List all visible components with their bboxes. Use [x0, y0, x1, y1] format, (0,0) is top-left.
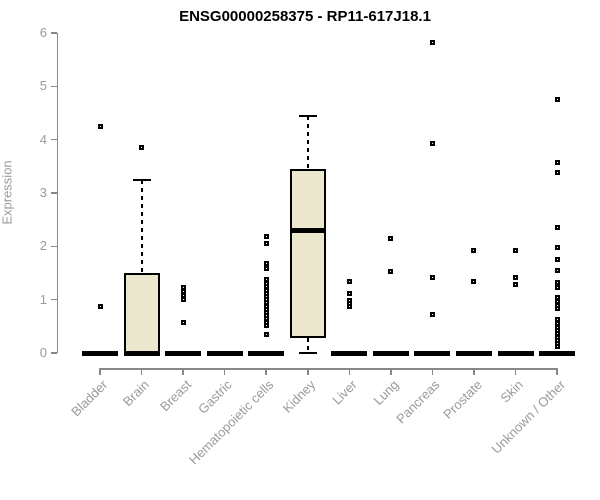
y-tick: [50, 85, 57, 88]
outlier-point: [471, 247, 477, 253]
outlier-point: [554, 285, 560, 291]
outlier-point: [554, 170, 560, 176]
x-tick: [140, 368, 143, 375]
boxplot-median: [289, 227, 326, 233]
outlier-point: [180, 289, 186, 295]
outlier-point: [180, 319, 186, 325]
zero-median-bar: [206, 350, 243, 356]
x-tick: [307, 368, 309, 375]
outlier-point: [346, 304, 352, 310]
x-tick: [182, 368, 184, 375]
outlier-point: [554, 225, 560, 231]
outlier-point: [263, 331, 269, 337]
outlier-point: [554, 344, 560, 350]
outlier-point: [554, 267, 560, 273]
outlier-point: [139, 145, 145, 151]
outlier-point: [554, 245, 560, 251]
x-tick: [265, 368, 267, 375]
outlier-point: [513, 247, 518, 253]
outlier-point: [429, 141, 435, 147]
x-tick: [473, 368, 475, 375]
y-tick: [50, 138, 57, 141]
x-tick-label-text: Unknown / Other: [488, 377, 568, 457]
x-axis-line: [100, 368, 558, 370]
outlier-point: [97, 304, 103, 310]
zero-median-bar: [165, 350, 202, 356]
outlier-point: [388, 269, 394, 275]
zero-median-bar: [455, 350, 492, 356]
whisker-cap-lower: [298, 352, 317, 354]
y-tick-label: 2: [39, 238, 47, 254]
x-tick: [556, 368, 558, 375]
outlier-point: [429, 311, 435, 317]
outlier-point: [263, 240, 269, 246]
zero-median-bar: [497, 350, 534, 356]
whisker-cap-upper: [298, 114, 317, 117]
boxplot-median: [123, 350, 160, 356]
boxplot-whisker-upper: [140, 179, 143, 273]
y-tick: [50, 298, 57, 301]
outlier-point: [554, 280, 560, 286]
chart-title: ENSG00000258375 - RP11-617J18.1: [179, 8, 431, 25]
outlier-point: [429, 275, 435, 281]
outlier-point: [180, 297, 186, 303]
y-axis-label: Expression: [0, 160, 15, 225]
zero-median-bar: [331, 350, 368, 356]
outlier-point: [554, 256, 560, 262]
zero-median-bar: [82, 350, 118, 356]
y-tick-label: 5: [39, 78, 47, 94]
x-tick: [390, 368, 392, 375]
zero-median-bar: [539, 350, 576, 356]
y-axis-line: [56, 33, 58, 353]
outlier-point: [471, 278, 477, 284]
outlier-point: [554, 97, 560, 103]
y-tick-label: 4: [39, 131, 47, 147]
whisker-cap-upper: [132, 178, 151, 181]
outlier-point: [429, 40, 435, 46]
x-tick: [223, 368, 226, 375]
zero-median-bar: [372, 350, 409, 356]
outlier-point: [554, 305, 560, 311]
y-tick: [50, 192, 57, 194]
y-tick-label: 6: [39, 25, 47, 41]
boxplot-box: [289, 169, 326, 339]
y-tick-label: 1: [39, 291, 47, 307]
boxplot-whisker-upper: [306, 115, 309, 169]
outlier-point: [346, 278, 352, 284]
outlier-point: [554, 294, 560, 300]
outlier-point: [263, 266, 269, 272]
outlier-point: [554, 160, 560, 166]
zero-median-bar: [414, 350, 451, 356]
x-tick-label: Unknown / Other: [397, 377, 568, 457]
outlier-point: [263, 234, 269, 240]
boxplot-box: [123, 273, 160, 353]
y-tick: [50, 32, 57, 34]
outlier-point: [346, 290, 352, 296]
outlier-point: [513, 282, 518, 288]
y-tick-label: 0: [39, 345, 47, 360]
outlier-point: [388, 235, 394, 241]
y-tick: [50, 245, 57, 248]
zero-median-bar: [248, 350, 285, 356]
outlier-point: [263, 322, 269, 328]
x-tick: [348, 368, 351, 375]
outlier-point: [263, 260, 269, 266]
x-tick: [431, 368, 434, 375]
x-tick: [99, 368, 101, 375]
boxplot-whisker-lower: [306, 338, 309, 353]
x-tick: [514, 368, 517, 375]
y-tick: [50, 352, 57, 354]
y-tick-label: 3: [39, 185, 47, 200]
outlier-point: [513, 275, 518, 281]
outlier-point: [97, 123, 103, 129]
